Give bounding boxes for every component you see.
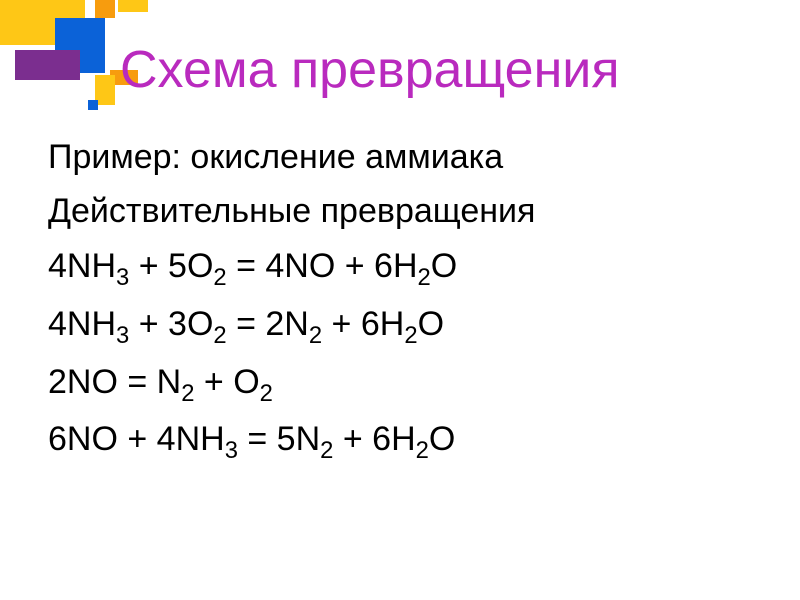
text-line: Действительные превращения [48,184,780,238]
equation-line: 4NH3 + 5O2 = 4NO + 6H2O [48,239,780,297]
slide-title: Схема превращения [120,40,620,100]
deco-block [15,50,80,80]
equation-line: 6NO + 4NH3 = 5N2 + 6H2O [48,412,780,470]
deco-block [95,75,115,105]
equation-line: 2NO = N2 + O2 [48,355,780,413]
deco-block [88,100,98,110]
deco-block [118,0,148,12]
slide-content: Пример: окисление аммиака Действительные… [48,130,780,470]
deco-block [95,0,115,18]
equation-line: 4NH3 + 3O2 = 2N2 + 6H2O [48,297,780,355]
text-line: Пример: окисление аммиака [48,130,780,184]
